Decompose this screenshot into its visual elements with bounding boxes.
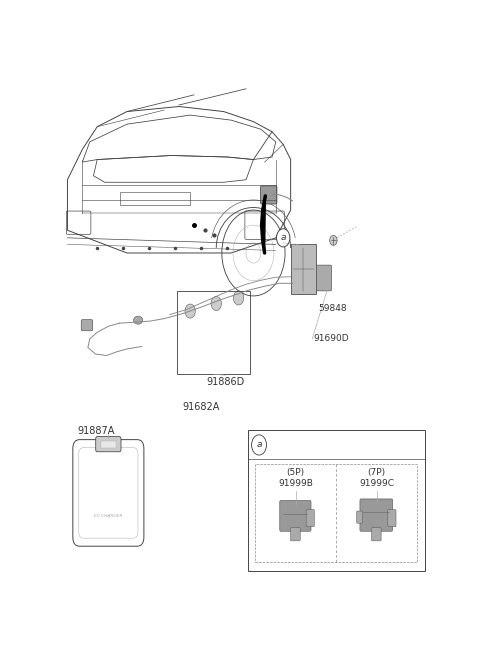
FancyBboxPatch shape [306,510,314,527]
Text: 59848: 59848 [319,304,347,313]
FancyBboxPatch shape [290,527,300,541]
Text: 91690D: 91690D [313,335,348,343]
Text: 91886D: 91886D [206,377,245,387]
Circle shape [252,435,266,455]
Text: 91682A: 91682A [183,402,220,412]
Circle shape [211,297,221,310]
Text: 91999B: 91999B [278,479,313,488]
Circle shape [233,291,244,305]
FancyBboxPatch shape [96,437,121,452]
Text: a: a [256,440,262,449]
FancyBboxPatch shape [357,511,362,523]
Text: (5P): (5P) [287,468,305,477]
FancyBboxPatch shape [372,527,381,541]
FancyBboxPatch shape [360,499,393,531]
Circle shape [330,236,337,245]
FancyBboxPatch shape [261,186,277,204]
Circle shape [276,229,290,247]
Text: 91887A: 91887A [78,426,115,436]
Text: (7P): (7P) [368,468,386,477]
Polygon shape [262,196,265,253]
Text: a: a [280,234,286,242]
FancyBboxPatch shape [388,510,396,527]
FancyBboxPatch shape [290,245,316,295]
FancyBboxPatch shape [101,441,116,448]
FancyBboxPatch shape [316,265,332,291]
Circle shape [185,304,195,318]
Text: 91999C: 91999C [359,479,394,488]
FancyBboxPatch shape [81,319,93,331]
Ellipse shape [133,316,143,324]
Text: EV CHARGER: EV CHARGER [94,514,122,518]
FancyBboxPatch shape [280,501,311,531]
